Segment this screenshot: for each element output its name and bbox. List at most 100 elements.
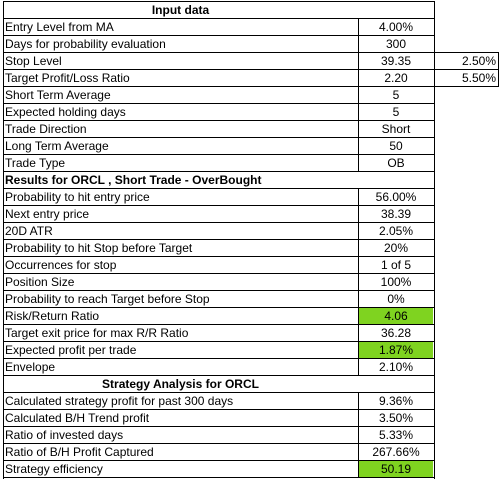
grid-line: [358, 69, 359, 86]
grid-line: [3, 358, 435, 359]
target-percent-cell[interactable]: 5.50%: [461, 71, 496, 85]
grid-line: [3, 1, 4, 479]
strategy-header[interactable]: Strategy Analysis for ORCL: [102, 377, 259, 391]
grid-line: [3, 188, 435, 189]
grid-line: [358, 460, 359, 477]
result-label[interactable]: Probability to hit entry price: [5, 190, 150, 204]
grid-line: [3, 392, 435, 393]
input-label[interactable]: Target Profit/Loss Ratio: [5, 71, 130, 85]
grid-line: [3, 1, 435, 2]
input-data-title[interactable]: Input data: [151, 3, 210, 17]
result-value[interactable]: 20%: [383, 241, 409, 255]
result-label[interactable]: Target exit price for max R/R Ratio: [5, 326, 189, 340]
grid-line: [3, 341, 435, 342]
strategy-label[interactable]: Strategy efficiency: [5, 462, 103, 476]
grid-line: [358, 120, 359, 137]
strategy-label[interactable]: Ratio of invested days: [5, 428, 124, 442]
input-value[interactable]: 2.20: [384, 71, 408, 85]
grid-line: [3, 307, 435, 308]
grid-line: [3, 222, 435, 223]
input-label[interactable]: Expected holding days: [5, 105, 126, 119]
grid-line: [3, 120, 435, 121]
strategy-value[interactable]: 267.66%: [372, 445, 420, 459]
strategy-value[interactable]: 9.36%: [378, 394, 414, 408]
result-label[interactable]: Occurrences for stop: [5, 258, 117, 272]
grid-line: [3, 290, 435, 291]
risk-return-value[interactable]: 4.06: [359, 308, 433, 325]
stop-percent-cell[interactable]: 2.50%: [461, 54, 496, 68]
grid-line: [434, 69, 499, 70]
grid-line: [3, 273, 435, 274]
result-label[interactable]: Probability to hit Stop before Target: [5, 241, 193, 255]
input-label[interactable]: Trade Type: [5, 156, 66, 170]
input-value[interactable]: OB: [387, 156, 405, 170]
input-value[interactable]: 5: [392, 105, 400, 119]
grid-line: [3, 69, 435, 70]
result-value[interactable]: 56.00%: [375, 190, 417, 204]
grid-line: [358, 205, 359, 222]
strategy-label[interactable]: Ratio of B/H Profit Captured: [5, 445, 154, 459]
input-label[interactable]: Days for probability evaluation: [5, 37, 166, 51]
strategy-value[interactable]: 3.50%: [378, 411, 414, 425]
input-value[interactable]: 5: [392, 88, 400, 102]
grid-line: [358, 35, 359, 52]
grid-line: [3, 171, 435, 172]
strategy-label[interactable]: Calculated strategy profit for past 300 …: [5, 394, 234, 408]
grid-line: [3, 52, 435, 53]
grid-line: [3, 375, 435, 376]
result-value[interactable]: 38.39: [380, 207, 412, 221]
grid-line: [358, 443, 359, 460]
strategy-value[interactable]: 5.33%: [378, 428, 414, 442]
result-label[interactable]: Position Size: [5, 275, 75, 289]
input-label[interactable]: Trade Direction: [5, 122, 87, 136]
grid-line: [3, 477, 435, 478]
grid-line: [3, 205, 435, 206]
result-value[interactable]: 100%: [380, 275, 412, 289]
grid-line: [3, 324, 435, 325]
result-value[interactable]: 2.10%: [378, 360, 414, 374]
input-value[interactable]: 300: [385, 37, 407, 51]
grid-line: [358, 426, 359, 443]
result-label[interactable]: Next entry price: [5, 207, 90, 221]
grid-line: [358, 256, 359, 273]
grid-line: [3, 426, 435, 427]
grid-line: [3, 137, 435, 138]
strategy-efficiency-value[interactable]: 50.19: [359, 461, 433, 478]
grid-line: [358, 324, 359, 341]
input-label[interactable]: Short Term Average: [5, 88, 111, 102]
input-label[interactable]: Long Term Average: [5, 139, 109, 153]
input-label[interactable]: Entry Level from MA: [5, 20, 114, 34]
grid-line: [434, 52, 499, 53]
grid-line: [358, 409, 359, 426]
grid-line: [358, 358, 359, 375]
input-value[interactable]: Short: [381, 122, 411, 136]
grid-line: [3, 103, 435, 104]
results-header[interactable]: Results for ORCL , Short Trade - OverBou…: [5, 173, 262, 187]
grid-line: [3, 154, 435, 155]
expected-profit-value[interactable]: 1.87%: [359, 342, 433, 359]
grid-line: [3, 239, 435, 240]
result-value[interactable]: 0%: [387, 292, 405, 306]
grid-line: [3, 443, 435, 444]
input-value[interactable]: 50: [389, 139, 403, 153]
result-label[interactable]: 20D ATR: [5, 224, 53, 238]
grid-line: [358, 18, 359, 35]
result-value[interactable]: 1 of 5: [380, 258, 412, 272]
grid-line: [358, 52, 359, 69]
grid-line: [3, 409, 435, 410]
grid-line: [358, 392, 359, 409]
result-label[interactable]: Risk/Return Ratio: [5, 309, 100, 323]
result-label[interactable]: Expected profit per trade: [5, 343, 137, 357]
grid-line: [358, 239, 359, 256]
result-value[interactable]: 2.05%: [378, 224, 414, 238]
input-value[interactable]: 39.35: [380, 54, 412, 68]
input-label[interactable]: Stop Level: [5, 54, 62, 68]
input-value[interactable]: 4.00%: [378, 20, 414, 34]
grid-line: [3, 18, 435, 19]
result-value[interactable]: 36.28: [380, 326, 412, 340]
strategy-label[interactable]: Calculated B/H Trend profit: [5, 411, 150, 425]
grid-line: [358, 103, 359, 120]
result-label[interactable]: Envelope: [5, 360, 56, 374]
result-label[interactable]: Probability to reach Target before Stop: [5, 292, 210, 306]
